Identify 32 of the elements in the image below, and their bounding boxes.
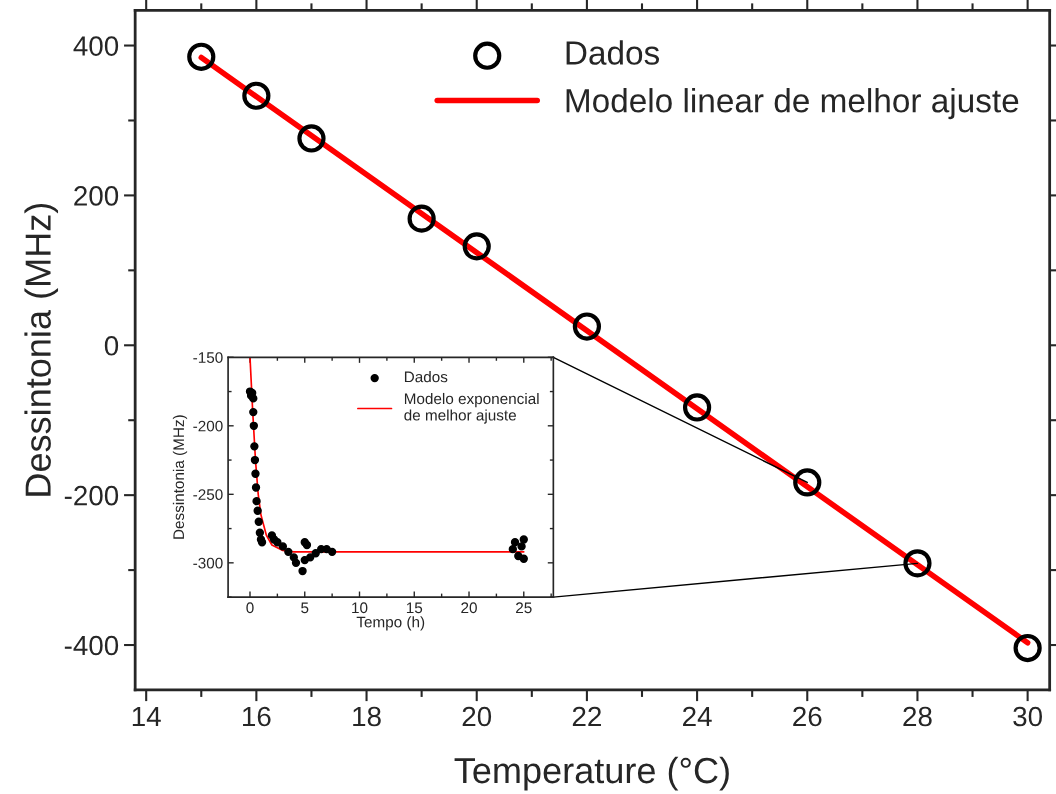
y-tick-label: -250 (193, 489, 223, 501)
x-tick-label: 0 (246, 602, 254, 614)
y-axis-title: Dessintonia (MHz) (24, 203, 59, 496)
x-tick-label: 22 (572, 706, 601, 727)
x-tick-label: 20 (461, 602, 477, 614)
x-tick-label: 24 (683, 706, 712, 727)
y-tick-label: 0 (104, 335, 119, 356)
x-tick-label: 26 (793, 706, 822, 727)
x-tick-label: 10 (352, 602, 368, 614)
legend-label: Modelo linear de melhor ajuste (566, 88, 1019, 120)
y-tick-label: -300 (193, 557, 223, 569)
legend-label: Dados (566, 40, 660, 65)
y-tick-label: -150 (193, 352, 223, 363)
x-tick-label: 5 (301, 602, 309, 614)
y-tick-label: 200 (74, 186, 119, 206)
y-tick-label: -200 (193, 420, 223, 432)
x-axis-title: Temperature (°C) (454, 756, 729, 791)
x-tick-label: 30 (1013, 706, 1042, 727)
x-axis-title: Tempo (h) (356, 616, 425, 631)
legend-label: Dados (404, 371, 448, 383)
y-tick-label: -200 (64, 485, 119, 506)
y-tick-label: -400 (64, 635, 119, 656)
x-tick-label: 14 (132, 706, 161, 727)
x-tick-label: 18 (353, 706, 381, 727)
legend-label: Modelo exponencial de melhor ajuste (404, 392, 539, 424)
y-axis-title: Dessintonia (MHz) (172, 415, 188, 539)
y-tick-label: 400 (73, 36, 119, 56)
x-tick-label: 20 (462, 706, 492, 727)
x-tick-label: 25 (516, 602, 532, 614)
x-tick-label: 15 (406, 602, 423, 614)
x-tick-label: 16 (243, 706, 271, 727)
x-tick-label: 28 (903, 706, 932, 727)
